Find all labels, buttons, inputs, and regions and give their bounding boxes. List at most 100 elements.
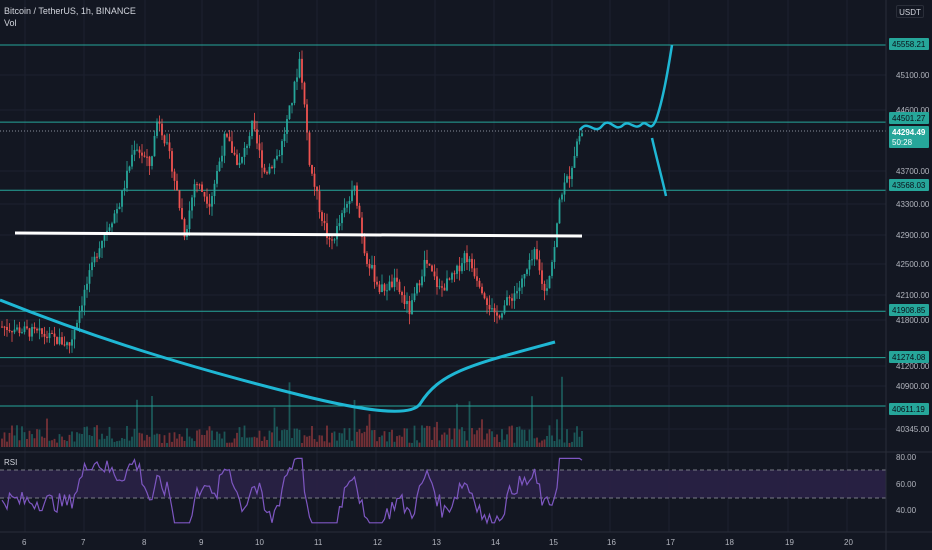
- volume-bar: [283, 429, 286, 447]
- candlesticks[interactable]: [1, 50, 583, 354]
- candle-body: [576, 141, 578, 157]
- candle-body: [363, 236, 366, 254]
- volume-bar: [201, 434, 203, 447]
- cyan-projection-down-drawing[interactable]: [650, 137, 668, 197]
- candle-body: [536, 249, 538, 260]
- candle-body: [251, 120, 253, 137]
- candle-body: [188, 210, 191, 230]
- candle-body: [136, 149, 138, 151]
- volume-bar: [181, 436, 183, 447]
- candle-body: [41, 328, 43, 334]
- volume-label[interactable]: Vol: [4, 18, 17, 28]
- volume-bar: [86, 426, 88, 447]
- candle-body: [23, 326, 26, 333]
- candle-body: [503, 305, 506, 314]
- candle-body: [178, 190, 181, 209]
- volume-bar: [233, 438, 236, 447]
- volume-bar: [528, 429, 531, 447]
- candle-body: [171, 151, 173, 172]
- volume-bar: [343, 428, 346, 447]
- volume-bar: [258, 430, 261, 447]
- level-badges[interactable]: 45558.21 44501.27 43568.03 41908.85 4127…: [889, 38, 929, 415]
- candle-body: [138, 149, 141, 153]
- volume-bar: [441, 434, 443, 447]
- volume-bar: [88, 435, 91, 447]
- volume-bar: [71, 431, 73, 447]
- volume-bar: [163, 435, 166, 447]
- candle-body: [28, 328, 31, 337]
- time-tick: 18: [725, 538, 734, 547]
- volume-bar: [351, 440, 353, 447]
- candle-body: [468, 258, 471, 263]
- candle-body: [46, 336, 48, 339]
- candle-body: [6, 326, 8, 331]
- candle-body: [501, 313, 503, 318]
- volume-bar: [13, 435, 16, 447]
- volume-bar: [271, 432, 273, 447]
- support-resistance-levels[interactable]: [0, 44, 886, 407]
- volume-bar: [443, 432, 446, 447]
- candle-body: [156, 121, 158, 136]
- volume-bar: [368, 414, 371, 447]
- price-tick: 42500.00: [896, 260, 930, 269]
- volume-bar: [361, 433, 363, 447]
- volume-bar: [143, 440, 146, 447]
- volume-bar: [431, 439, 433, 447]
- candle-body: [58, 337, 61, 344]
- white-trendline-drawing[interactable]: [14, 231, 583, 238]
- price-axis[interactable]: 45100.00 44600.00 43700.00 43300.00 4290…: [896, 71, 930, 434]
- candle-body: [96, 256, 98, 258]
- candle-body: [3, 326, 6, 328]
- candle-body: [181, 208, 183, 220]
- symbol-title[interactable]: Bitcoin / TetherUS, 1h, BINANCE: [4, 6, 136, 16]
- candle-body: [161, 123, 163, 136]
- volume-bar: [91, 435, 93, 447]
- candle-body: [393, 277, 396, 288]
- volume-bar: [536, 437, 538, 447]
- candle-body: [71, 339, 73, 346]
- candle-body: [243, 147, 246, 157]
- volume-bar: [208, 426, 211, 447]
- candle-body: [1, 326, 3, 328]
- cyan-curve-drawing[interactable]: [0, 298, 556, 413]
- candle-body: [558, 199, 561, 224]
- candle-body: [341, 213, 343, 224]
- time-axis[interactable]: 6 7 8 9 10 11 12 13 14 15 16 17 18 19 20: [22, 538, 853, 547]
- volume-bar: [56, 442, 58, 447]
- candle-body: [261, 150, 263, 168]
- volume-bar: [253, 436, 256, 447]
- candle-body: [151, 156, 153, 166]
- candle-body: [133, 150, 136, 155]
- volume-bar: [118, 440, 121, 447]
- volume-bar: [288, 382, 291, 447]
- volume-bar: [468, 401, 471, 447]
- level-badge: [889, 351, 929, 363]
- candle-body: [118, 206, 121, 210]
- level-badge-text: 41274.08: [892, 353, 926, 362]
- rsi-label[interactable]: RSI: [4, 458, 18, 467]
- volume-bar: [33, 438, 36, 447]
- candle-body: [453, 273, 456, 275]
- currency-button[interactable]: USDT: [896, 5, 924, 18]
- candle-body: [198, 184, 201, 186]
- candle-body: [296, 77, 298, 82]
- volume-bar: [156, 433, 158, 447]
- volume-bar: [273, 407, 276, 447]
- candle-body: [338, 223, 341, 227]
- volume-bar: [568, 442, 571, 447]
- candle-body: [53, 333, 56, 337]
- candle-body: [321, 212, 323, 221]
- time-tick: 19: [785, 538, 794, 547]
- candle-body: [271, 166, 273, 169]
- cyan-projection-up-drawing[interactable]: [578, 44, 674, 131]
- rsi-line: [1, 457, 583, 525]
- candle-body: [91, 262, 93, 271]
- candle-body: [148, 156, 151, 166]
- candle-body: [463, 253, 466, 264]
- volume-bar: [241, 437, 243, 447]
- volume-bar: [43, 437, 46, 447]
- time-tick: 17: [666, 538, 675, 547]
- volume-bar: [176, 438, 178, 447]
- candle-body: [93, 256, 96, 263]
